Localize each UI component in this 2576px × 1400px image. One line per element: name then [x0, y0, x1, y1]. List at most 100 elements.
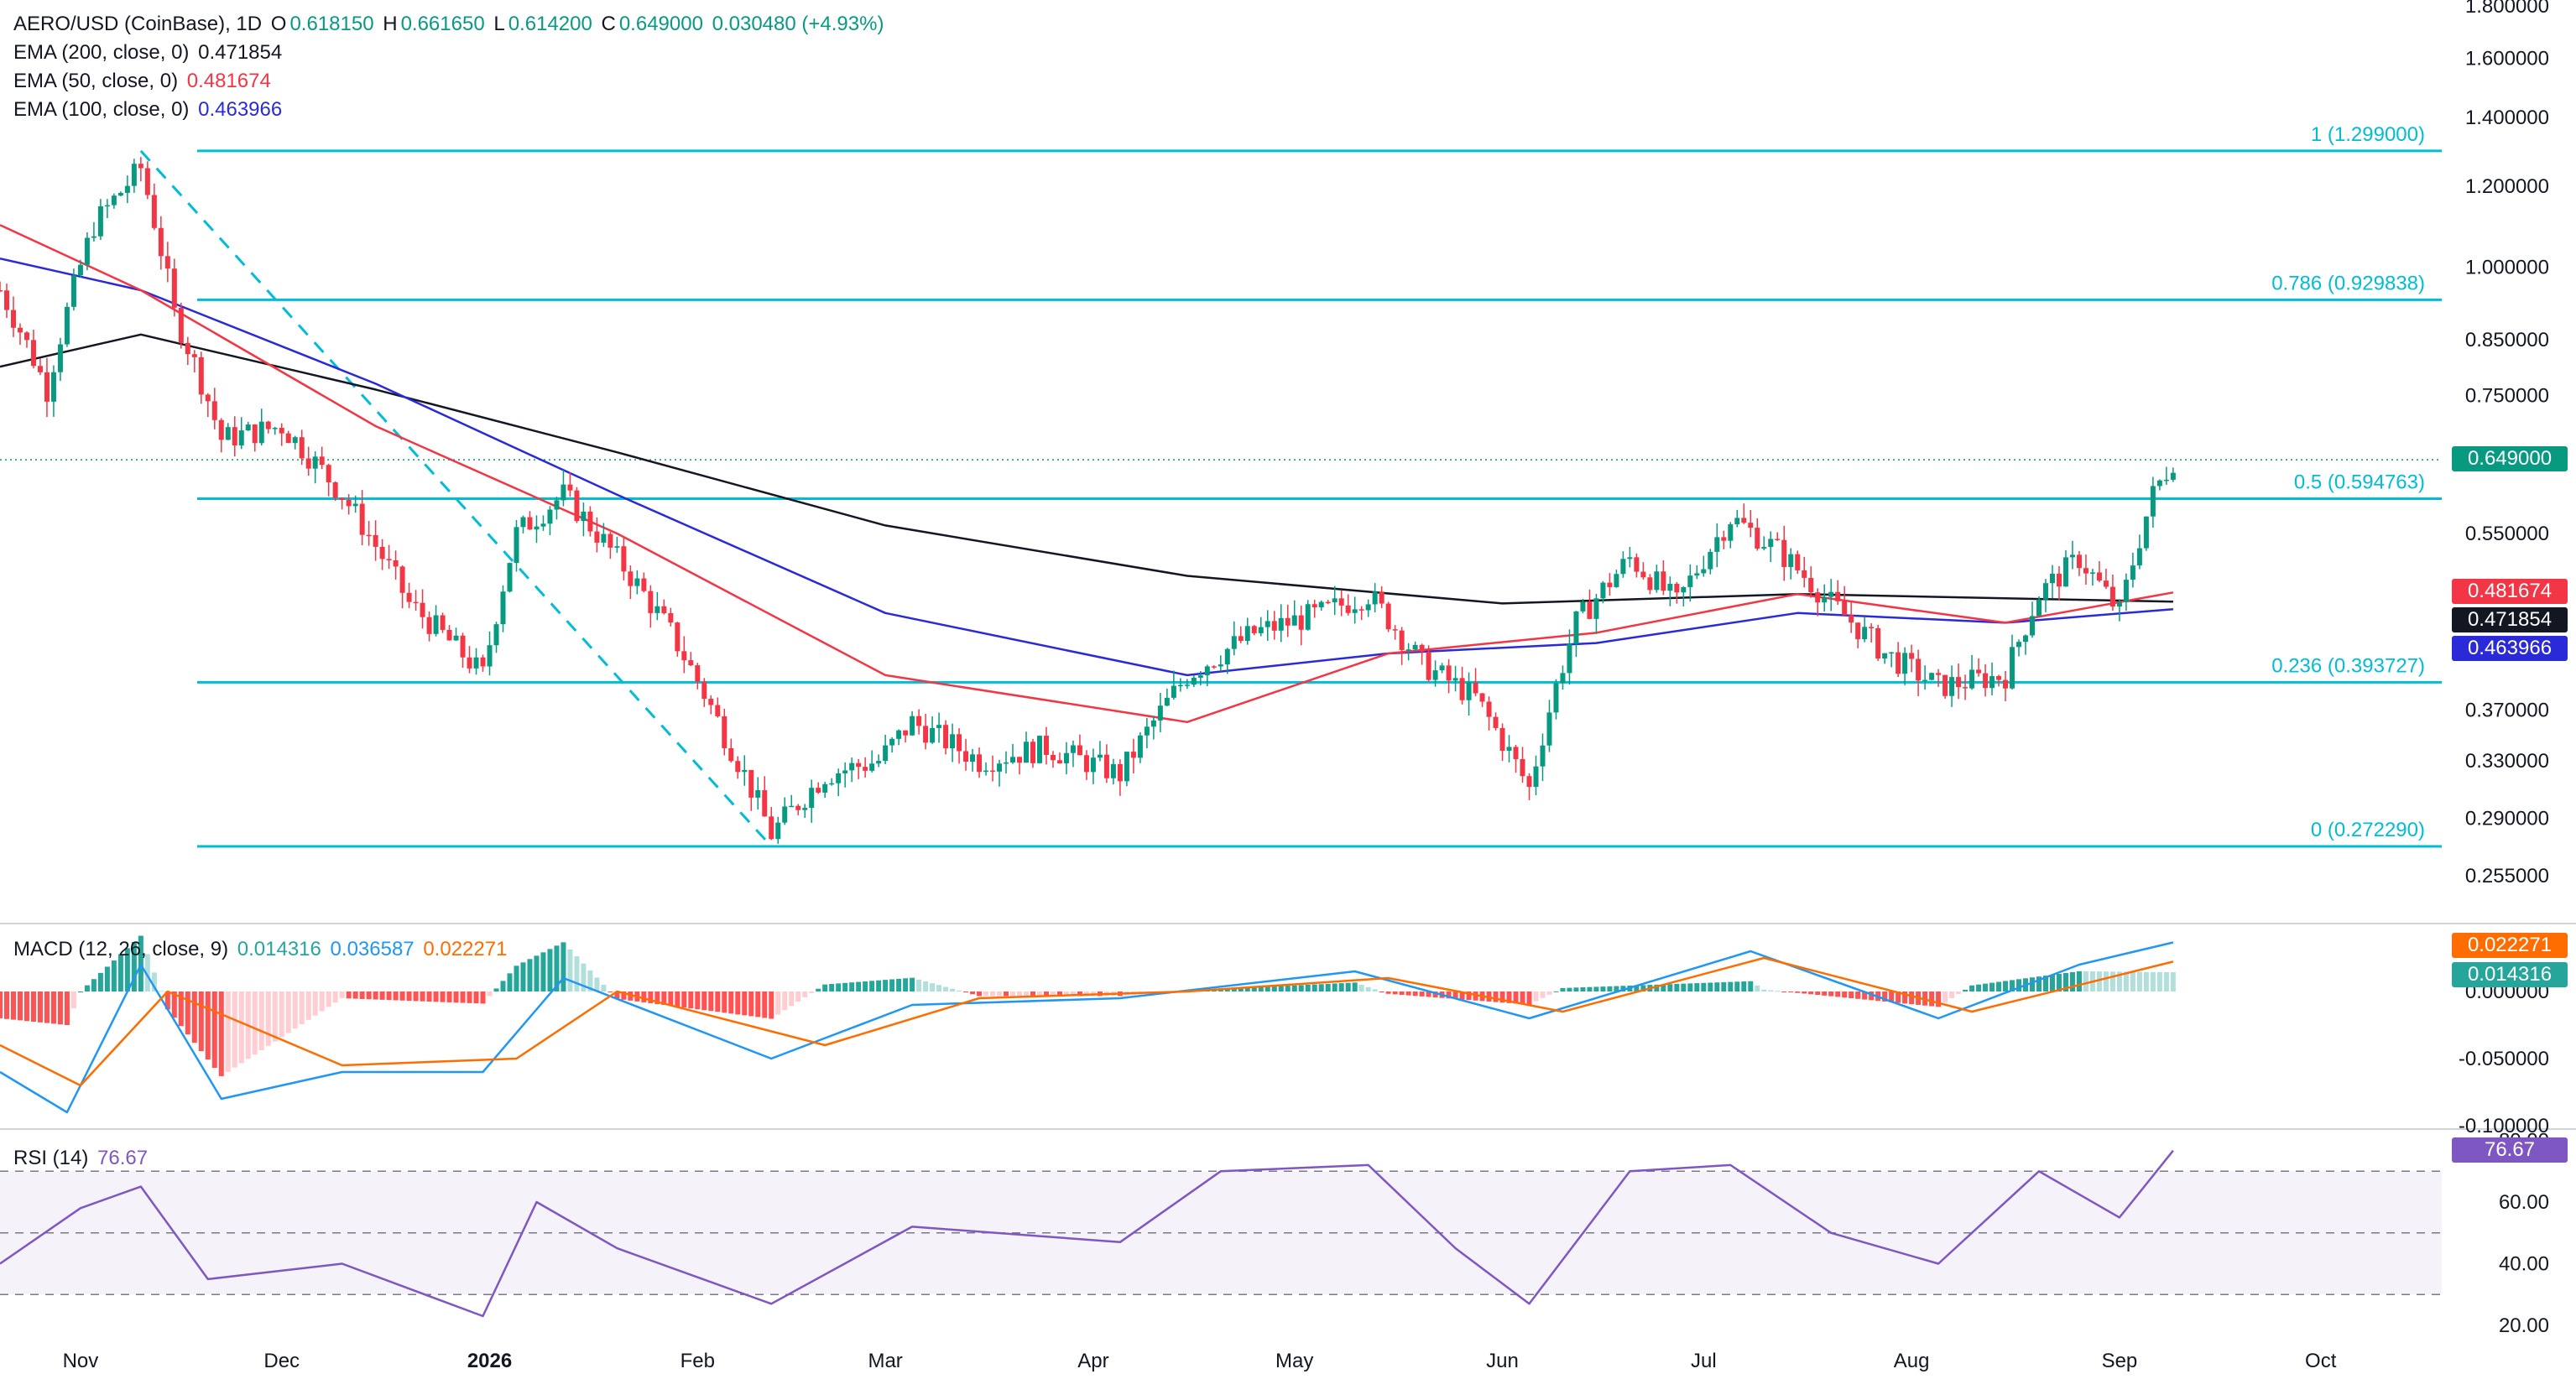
candle-body: [1614, 574, 1619, 587]
candle-body: [923, 726, 929, 743]
candle-body: [2056, 573, 2062, 587]
candle-body: [2163, 479, 2169, 481]
candle-body: [688, 660, 694, 666]
candle-body: [50, 372, 56, 402]
price-tick-label-2: 1.400000: [2465, 107, 2549, 129]
macd-histogram-bar: [1828, 991, 1834, 997]
macd-histogram-bar: [1311, 984, 1317, 991]
macd-histogram-bar: [77, 991, 83, 992]
candle-body: [607, 533, 613, 548]
macd-histogram-bar: [930, 983, 936, 991]
macd-histogram-bar: [641, 991, 647, 1002]
candle-body: [1405, 649, 1411, 651]
candle-body: [1956, 677, 1962, 688]
macd-histogram-bar: [117, 954, 123, 991]
time-tick-label-7: Jun: [1486, 1350, 1519, 1372]
macd-histogram-bar: [728, 991, 734, 1014]
candle-body: [1996, 676, 2002, 680]
candle-body: [1325, 601, 1331, 604]
candle-body: [1520, 758, 1525, 777]
macd-histogram-bar: [1674, 983, 1680, 991]
candle-body: [285, 433, 291, 444]
candle-body: [520, 517, 526, 528]
macd-histogram-bar: [628, 991, 634, 1001]
macd-histogram-bar: [983, 991, 989, 997]
candle-body: [1815, 592, 1821, 603]
macd-histogram-bar: [2143, 971, 2149, 991]
macd-histogram-bar: [2103, 971, 2109, 991]
candle-body: [91, 236, 96, 238]
macd-histogram-bar: [601, 984, 607, 991]
candle-body: [1103, 754, 1109, 778]
candle-body: [104, 205, 110, 207]
candle-body: [1077, 745, 1082, 756]
ema200-price-label: 0.471854: [2452, 607, 2568, 632]
candle-body: [1238, 636, 1244, 642]
ema50-price-label: 0.481674: [2452, 579, 2568, 604]
macd-histogram-bar: [2163, 972, 2169, 991]
ema50-legend: EMA (50, close, 0) 0.481674: [13, 67, 274, 96]
macd-hist-value: 0.014316: [237, 938, 321, 960]
macd-histogram-bar: [1004, 991, 1009, 997]
macd-histogram-bar: [1405, 991, 1411, 996]
candle-body: [3, 290, 9, 310]
macd-histogram-bar: [1802, 991, 1807, 994]
candle-body: [2023, 635, 2029, 643]
macd-histogram-bar: [225, 991, 231, 1072]
macd-histogram-bar: [681, 991, 687, 1008]
ema100-price-label: 0.463966: [2452, 636, 2568, 661]
macd-histogram-bar: [1540, 991, 1546, 998]
time-tick-label-9: Aug: [1894, 1350, 1930, 1372]
candle-body: [1023, 742, 1029, 763]
candle-body: [1775, 539, 1781, 540]
macd-histogram-bar: [373, 991, 378, 1000]
candle-body: [1432, 670, 1438, 680]
ema50-line: [0, 224, 2174, 724]
candle-body: [661, 606, 667, 613]
time-tick-label-8: Jul: [1691, 1350, 1717, 1372]
candle-body: [1687, 575, 1693, 587]
macd-histogram-bar: [2056, 973, 2062, 991]
low-value: 0.614200: [508, 13, 592, 35]
macd-tick-label-1: -0.050000: [2459, 1048, 2549, 1070]
candle-body: [1419, 644, 1425, 652]
macd-histogram-bar: [473, 991, 479, 1004]
macd-histogram-bar: [1808, 991, 1814, 995]
candle-body: [722, 716, 727, 748]
macd-histogram-bar: [1010, 991, 1016, 997]
macd-histogram-bar: [393, 991, 399, 1001]
candle-body: [1533, 766, 1539, 788]
macd-histogram-bar: [2170, 972, 2176, 991]
candle-body: [916, 716, 922, 726]
macd-histogram-bar: [950, 988, 956, 991]
macd-histogram-bar: [561, 942, 566, 991]
macd-histogram-bar: [869, 981, 875, 991]
candle-body: [23, 332, 29, 341]
ema200-legend: EMA (200, close, 0) 0.471854: [13, 39, 285, 67]
macd-histogram-bar: [1748, 981, 1754, 991]
candle-body: [446, 629, 452, 641]
candle-body: [245, 424, 251, 431]
macd-histogram-bar: [1667, 984, 1673, 991]
candle-body: [1788, 554, 1794, 567]
candle-body: [997, 763, 1003, 772]
candle-body: [1573, 611, 1579, 644]
candle-body: [1748, 523, 1754, 528]
macd-histogram-bar: [1654, 984, 1660, 991]
candle-body: [715, 705, 721, 716]
macd-histogram-bar: [500, 981, 506, 991]
candle-body: [70, 275, 76, 307]
price-tick-label-9: 0.330000: [2465, 750, 2549, 773]
macd-histogram-bar: [648, 991, 654, 1003]
macd-histogram-bar: [863, 981, 868, 991]
candle-body: [1949, 677, 1955, 696]
macd-histogram-bar: [574, 956, 580, 991]
price-tick-label-1: 1.600000: [2465, 47, 2549, 70]
macd-histogram-bar: [607, 991, 613, 992]
candle-body: [2042, 583, 2048, 600]
candle-body: [2130, 565, 2135, 580]
macd-histogram-bar: [1842, 991, 1848, 998]
macd-histogram-bar: [205, 991, 211, 1060]
candle-body: [903, 730, 909, 736]
